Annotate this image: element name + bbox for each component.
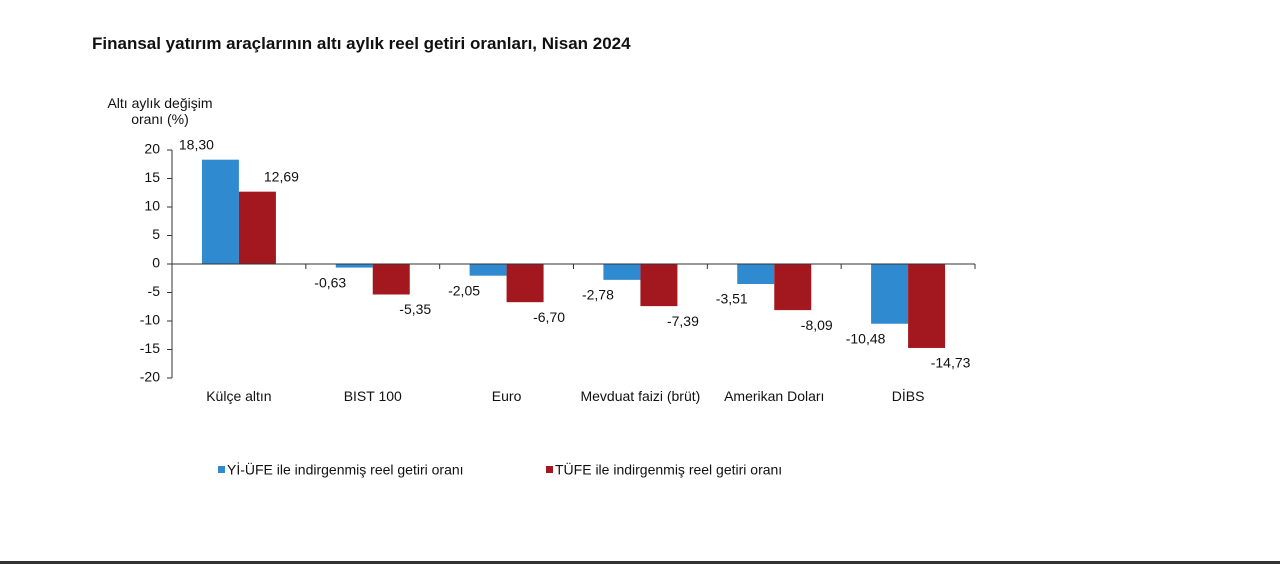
bar	[201, 159, 239, 264]
x-tick-label: BIST 100	[343, 388, 402, 404]
bar	[506, 264, 544, 303]
x-tick-label: Mevduat faizi (brüt)	[580, 388, 701, 404]
value-label: -2,05	[448, 282, 480, 298]
y-axis-title: Altı aylık değişim oranı (%)	[107, 95, 213, 127]
bar	[469, 264, 507, 276]
y-tick-label: 15	[144, 169, 160, 185]
value-label: -14,73	[931, 355, 971, 371]
value-label: -3,51	[716, 291, 748, 307]
value-label: -7,39	[667, 313, 699, 329]
x-tick-label: Amerikan Doları	[724, 388, 825, 404]
value-label: 12,69	[264, 168, 299, 184]
y-tick-label: -15	[140, 340, 160, 356]
bar	[335, 264, 373, 268]
bottom-rule	[0, 561, 1280, 564]
bar	[774, 264, 812, 311]
value-label: -2,78	[582, 287, 614, 303]
bar	[603, 264, 641, 280]
bar	[238, 191, 276, 264]
bar	[640, 264, 678, 307]
value-label: -5,35	[399, 301, 431, 317]
x-tick-label: Euro	[491, 388, 522, 404]
value-label: -0,63	[314, 274, 346, 290]
chart-title: Finansal yatırım araçlarının altı aylık …	[92, 34, 631, 53]
y-tick-label: 5	[152, 226, 160, 242]
legend-swatch	[546, 466, 553, 473]
legend-label: TÜFE ile indirgenmiş reel getiri oranı	[555, 461, 782, 478]
bar	[908, 264, 946, 348]
value-label: -6,70	[533, 309, 565, 325]
value-label: -8,09	[801, 317, 833, 333]
y-tick-label: -10	[140, 312, 160, 328]
y-tick-label: 20	[144, 141, 160, 157]
y-tick-label: 0	[152, 255, 160, 271]
y-tick-label: 10	[144, 198, 160, 214]
bar	[871, 264, 909, 324]
bar	[372, 264, 410, 295]
value-label: -10,48	[846, 330, 886, 346]
y-tick-label: -5	[148, 283, 161, 299]
x-tick-label: Külçe altın	[206, 388, 272, 404]
bar	[737, 264, 775, 285]
legend-swatch	[218, 466, 225, 473]
x-tick-label: DİBS	[891, 388, 925, 404]
value-label: 18,30	[179, 136, 214, 152]
legend-label: Yİ-ÜFE ile indirgenmiş reel getiri oranı	[227, 461, 464, 478]
y-tick-label: -20	[140, 369, 160, 385]
